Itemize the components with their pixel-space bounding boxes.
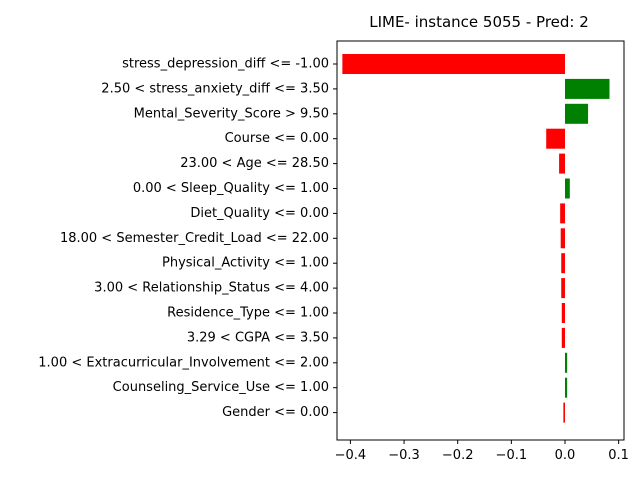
- bar-3: [546, 128, 565, 149]
- bars-group: [342, 54, 610, 423]
- y-tick-label: Course <= 0.00: [225, 131, 329, 146]
- axes-frame: [336, 40, 625, 441]
- x-tick-label: 0.0: [555, 448, 576, 463]
- y-ticks-group: stress_depression_diff <= -1.00 2.50 < st…: [38, 57, 337, 420]
- y-tick-label: Diet_Quality <= 0.00: [190, 206, 329, 221]
- bar-5: [564, 178, 570, 199]
- y-tick-label: stress_depression_diff <= -1.00: [122, 57, 329, 72]
- y-tick-label: Gender <= 0.00: [222, 405, 329, 420]
- bar-11: [561, 327, 565, 348]
- bar-7: [560, 228, 565, 249]
- y-tick-label: 2.50 < stress_anxiety_diff <= 3.50: [101, 81, 329, 96]
- x-tick-label: −0.4: [335, 448, 367, 463]
- bar-13: [564, 377, 568, 398]
- y-tick-label: 0.00 < Sleep_Quality <= 1.00: [133, 181, 329, 196]
- bar-10: [561, 303, 565, 323]
- x-tick-label: 0.1: [608, 448, 629, 463]
- bar-4: [559, 153, 565, 174]
- x-tick-label: −0.2: [442, 448, 474, 463]
- x-tick-label: −0.1: [496, 448, 528, 463]
- bar-0: [342, 54, 565, 74]
- y-tick-label: Residence_Type <= 1.00: [167, 306, 329, 321]
- y-tick-label: 3.29 < CGPA <= 3.50: [187, 330, 329, 345]
- y-tick-label: Mental_Severity_Score > 9.50: [134, 106, 329, 121]
- y-tick-label: Counseling_Service_Use <= 1.00: [113, 380, 329, 395]
- y-tick-label: 3.00 < Relationship_Status <= 4.00: [94, 281, 329, 296]
- bar-12: [564, 352, 568, 373]
- chart-title: LIME- instance 5055 - Pred: 2: [369, 13, 589, 31]
- bar-6: [560, 203, 565, 224]
- bar-1: [564, 78, 610, 99]
- y-tick-label: Physical_Activity <= 1.00: [162, 256, 329, 271]
- bar-2: [564, 103, 589, 124]
- bar-14: [563, 402, 565, 423]
- y-tick-label: 18.00 < Semester_Credit_Load <= 22.00: [60, 231, 329, 246]
- y-tick-label: 23.00 < Age <= 28.50: [180, 156, 329, 171]
- x-tick-label: −0.3: [388, 448, 420, 463]
- bar-8: [561, 253, 565, 274]
- y-tick-label: 1.00 < Extracurricular_Involvement <= 2.…: [38, 355, 329, 370]
- bar-9: [561, 278, 565, 299]
- x-ticks-group: −0.4 −0.3 −0.2 −0.1 0.0 0.1: [335, 440, 629, 463]
